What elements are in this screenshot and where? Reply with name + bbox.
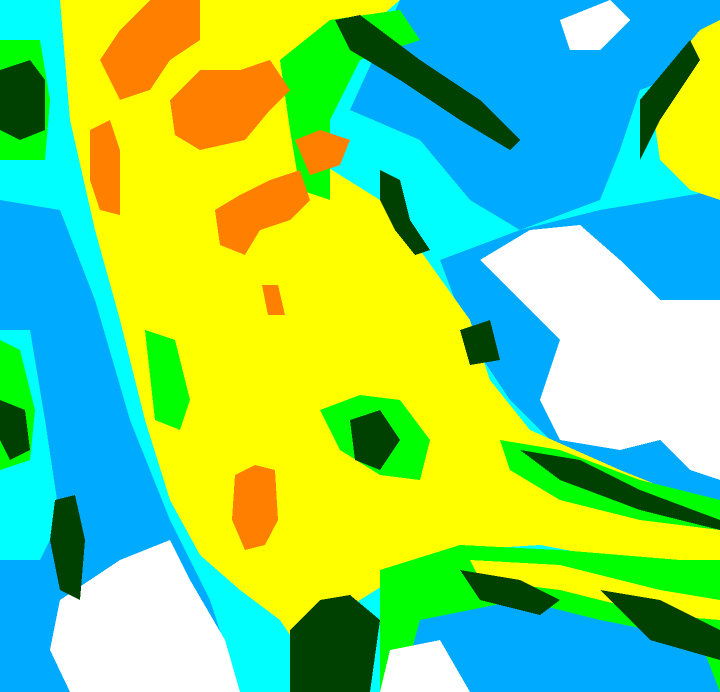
orange-blob-left — [90, 120, 120, 215]
bottom-right-blue-region — [400, 600, 720, 692]
top-right-blue-region — [350, 0, 720, 230]
top-white-patch — [560, 0, 630, 50]
dark-green-left — [0, 400, 30, 460]
orange-blob-top-center — [170, 60, 290, 150]
top-right-yellow-region — [650, 20, 720, 200]
dark-green-top-right — [640, 40, 700, 160]
orange-blob-small — [262, 285, 285, 315]
orange-blob-right — [295, 130, 350, 175]
orange-blob-top-left — [100, 0, 200, 100]
orange-blob-center — [215, 170, 310, 255]
right-white-region — [480, 225, 720, 480]
dark-green-bottom-center — [290, 595, 380, 692]
dark-green-right-center — [460, 320, 500, 365]
dark-green-middle — [350, 410, 400, 470]
orange-blob-lower — [232, 465, 278, 550]
bottom-left-white-region — [50, 540, 240, 692]
dark-green-bottom-right-2 — [600, 590, 720, 660]
dark-green-inlet — [380, 170, 430, 255]
dark-green-right-stripe — [520, 450, 720, 530]
dark-green-top-left — [0, 60, 45, 140]
green-left-inner — [145, 330, 190, 430]
dark-green-lower-left — [50, 495, 85, 600]
dark-green-edge-top — [335, 15, 520, 150]
dark-green-bottom-right — [460, 570, 560, 615]
bottom-white-patch — [380, 640, 470, 692]
